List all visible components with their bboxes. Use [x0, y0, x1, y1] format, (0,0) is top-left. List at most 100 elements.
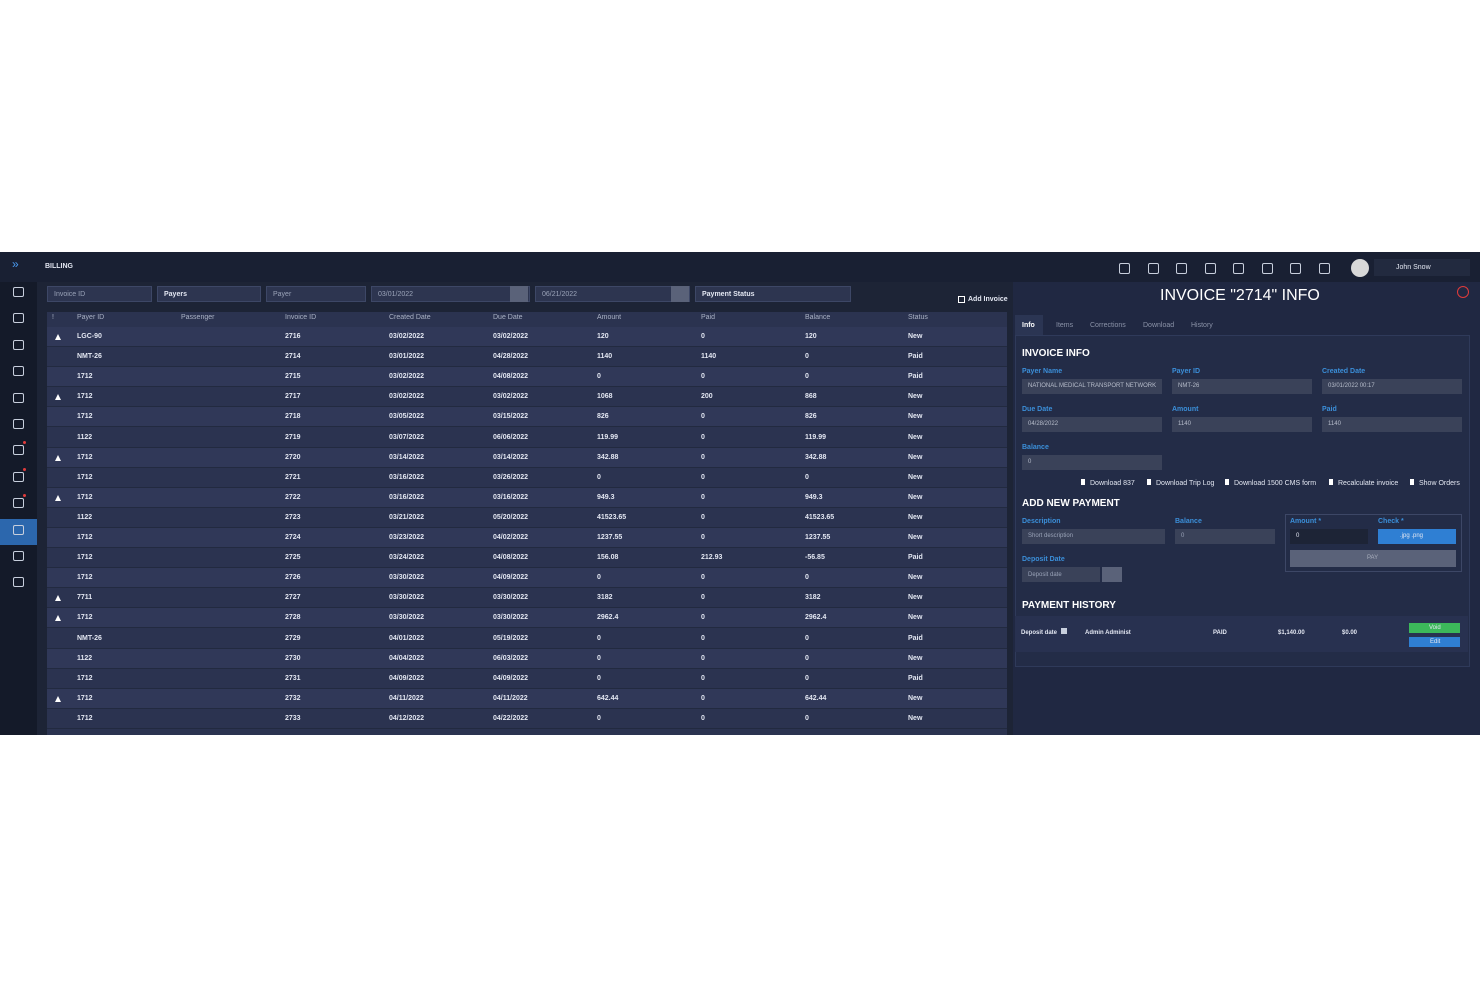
table-row[interactable] [47, 648, 1007, 669]
table-row[interactable] [47, 487, 1007, 508]
calendar-button[interactable] [510, 286, 528, 302]
tab[interactable]: Items [1056, 322, 1074, 329]
sidebar-icon[interactable] [13, 524, 24, 535]
filter-text[interactable]: Invoice ID [54, 291, 86, 298]
history-cell: Admin Administ [1085, 630, 1131, 636]
filter-input[interactable] [266, 286, 366, 302]
top-icon[interactable] [1176, 263, 1187, 274]
table-cell: 03/21/2022 [389, 513, 425, 521]
top-icon[interactable] [1233, 263, 1244, 274]
filter-input[interactable] [695, 286, 851, 302]
action-link[interactable]: Recalculate invoice [1338, 480, 1399, 487]
calendar-button[interactable] [1102, 567, 1122, 582]
tab[interactable]: Download [1143, 322, 1175, 329]
table-row[interactable] [47, 467, 1007, 488]
avatar[interactable] [1351, 259, 1369, 277]
field-input [1175, 529, 1275, 544]
table-cell: 03/01/2022 [389, 353, 425, 361]
table-cell: 03/30/2022 [389, 594, 425, 602]
edit-text[interactable]: Edit [1430, 639, 1441, 645]
table-row[interactable] [47, 387, 1007, 408]
field-input[interactable] [1290, 529, 1368, 544]
sidebar-icon[interactable] [13, 419, 24, 429]
table-row[interactable] [47, 367, 1007, 388]
add-invoice[interactable]: Add Invoice [968, 296, 1008, 303]
filter-text[interactable]: Payment Status [702, 291, 755, 298]
table-cell: 04/12/2022 [389, 714, 425, 722]
filter-input[interactable] [535, 286, 690, 302]
user-menu[interactable] [1374, 259, 1470, 276]
table-row[interactable] [47, 528, 1007, 548]
table-cell: 41523.65 [805, 513, 835, 521]
sidebar-icon[interactable] [13, 471, 24, 482]
table-row[interactable] [47, 507, 1007, 528]
table-cell: 2714 [285, 353, 301, 361]
menu-toggle[interactable]: » [12, 257, 19, 271]
table-row[interactable] [47, 668, 1007, 689]
pay-button[interactable] [1290, 550, 1456, 567]
table-row[interactable] [47, 588, 1007, 609]
table-row[interactable] [47, 548, 1007, 569]
filter-input[interactable] [157, 286, 261, 302]
field-input [1322, 379, 1462, 394]
sidebar-icon[interactable] [13, 498, 24, 509]
table-cell: 3182 [805, 594, 821, 602]
tab[interactable]: Info [1022, 322, 1035, 329]
table-row[interactable] [47, 347, 1007, 368]
sidebar-icon[interactable] [13, 313, 24, 324]
field-input[interactable] [1022, 529, 1165, 544]
table-cell: 2726 [285, 574, 301, 582]
sidebar-icon[interactable] [13, 287, 24, 297]
void-text[interactable]: Void [1429, 625, 1441, 631]
sidebar-icon[interactable] [13, 339, 24, 350]
filter-input[interactable] [371, 286, 530, 302]
table-cell: 2723 [285, 513, 301, 521]
sidebar-icon[interactable] [13, 445, 24, 456]
table-cell: 3182 [597, 594, 613, 602]
table-row[interactable] [47, 608, 1007, 629]
sidebar-icon[interactable] [13, 392, 24, 403]
filter-input[interactable] [47, 286, 152, 302]
tab[interactable]: History [1191, 322, 1213, 329]
filter-text[interactable]: 03/01/2022 [378, 291, 414, 298]
action-link[interactable]: Download 837 [1090, 480, 1135, 487]
void-button[interactable] [1409, 623, 1460, 633]
top-icon[interactable] [1318, 263, 1330, 274]
field-value: 0 [1181, 533, 1185, 539]
close-button[interactable] [1457, 286, 1469, 298]
user-name[interactable]: John Snow [1396, 264, 1431, 271]
calendar-button[interactable] [671, 286, 689, 302]
table-row[interactable] [47, 427, 1007, 448]
filter-text[interactable]: Payer [273, 291, 292, 298]
table-row[interactable] [47, 708, 1007, 729]
table-row[interactable] [47, 327, 1007, 347]
table-cell: 0 [701, 493, 705, 501]
top-icon[interactable] [1147, 263, 1159, 274]
table-row[interactable] [47, 568, 1007, 589]
table-cell: 03/14/2022 [493, 453, 529, 461]
table-row[interactable] [47, 628, 1007, 649]
pay-text[interactable]: PAY [1367, 555, 1379, 561]
field-input[interactable] [1022, 567, 1100, 582]
table-row[interactable] [47, 447, 1007, 468]
column-header: ! [52, 314, 54, 321]
sidebar-icon[interactable] [13, 551, 24, 561]
filter-text[interactable]: Payers [164, 291, 187, 298]
table-row[interactable] [47, 688, 1007, 709]
sidebar-icon[interactable] [13, 577, 24, 588]
upload-button[interactable] [1378, 529, 1456, 544]
table-row[interactable] [47, 407, 1007, 428]
filter-text[interactable]: 06/21/2022 [542, 291, 578, 298]
action-link[interactable]: Download 1500 CMS form [1234, 480, 1317, 487]
top-icon[interactable] [1261, 263, 1273, 274]
tab[interactable]: Corrections [1090, 322, 1126, 329]
edit-button[interactable] [1409, 637, 1460, 647]
sidebar-icon[interactable] [13, 366, 24, 377]
action-link[interactable]: Show Orders [1419, 480, 1460, 487]
top-icon[interactable] [1290, 263, 1301, 274]
table-cell: 03/24/2022 [389, 554, 425, 562]
top-icon[interactable] [1119, 263, 1130, 274]
action-link[interactable]: Download Trip Log [1156, 480, 1215, 487]
top-icon[interactable] [1204, 263, 1216, 274]
table-cell: New [908, 473, 923, 481]
